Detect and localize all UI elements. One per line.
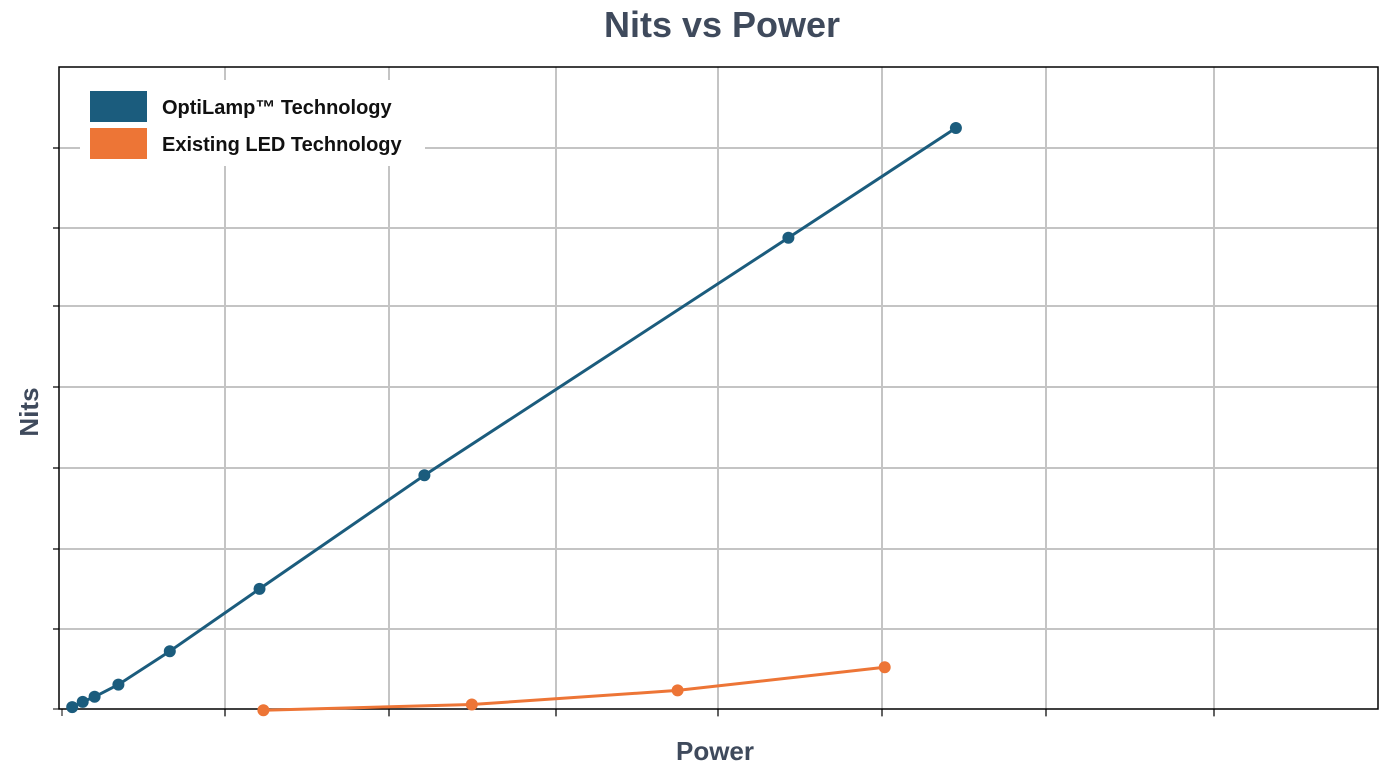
data-point-0-4 [163, 645, 176, 658]
legend: OptiLamp™ Technology Existing LED Technol… [90, 91, 403, 159]
x-axis-label: Power [676, 736, 754, 766]
data-point-1-1 [465, 698, 478, 711]
y-axis-label: Nits [14, 387, 44, 436]
data-point-0-7 [782, 231, 795, 244]
grid [53, 67, 1378, 717]
data-point-1-2 [671, 684, 684, 697]
chart-title: Nits vs Power [604, 4, 840, 45]
legend-label-1: Existing LED Technology [162, 134, 403, 156]
axes [53, 66, 1379, 716]
legend-label-0: OptiLamp™ Technology [162, 97, 393, 119]
legend-swatch-1 [90, 128, 147, 159]
series-line-1 [263, 665, 885, 712]
series-line-0 [71, 126, 957, 709]
data-point-0-8 [949, 122, 962, 134]
data-point-0-1 [76, 695, 89, 708]
series-group [66, 122, 962, 717]
series-1 [257, 661, 891, 717]
data-point-0-5 [253, 582, 266, 595]
data-point-1-3 [878, 661, 891, 674]
data-point-0-6 [418, 469, 431, 482]
legend-swatch-0 [90, 91, 147, 122]
data-point-1-0 [257, 704, 270, 717]
data-point-0-0 [66, 701, 79, 714]
series-0 [66, 122, 962, 714]
data-point-0-2 [88, 690, 101, 703]
data-point-0-3 [112, 678, 125, 691]
